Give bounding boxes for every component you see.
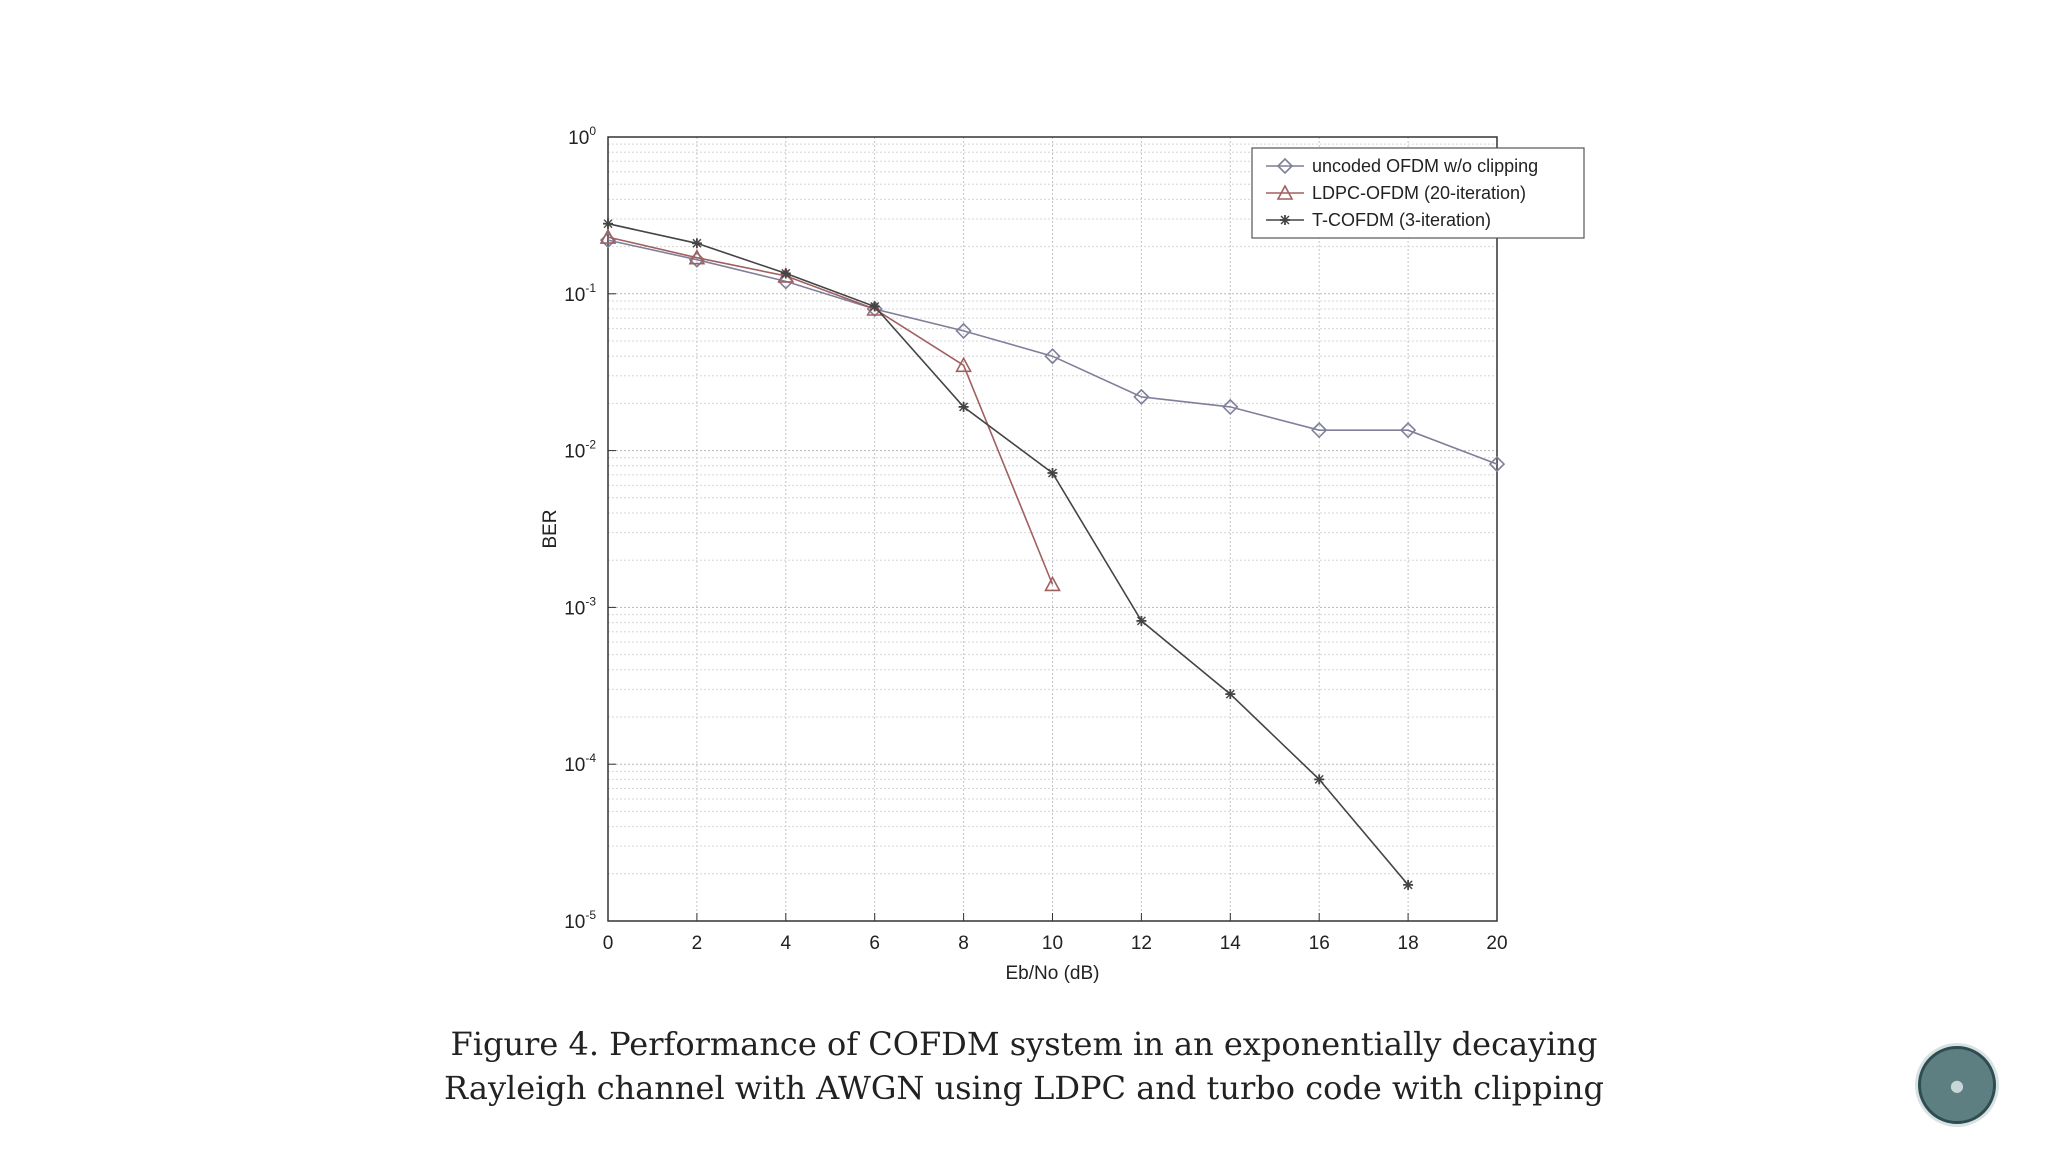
y-tick-label: 10-5 — [564, 908, 596, 933]
data-point-triangle — [866, 300, 884, 316]
data-point-triangle — [955, 356, 972, 373]
legend-item: T-COFDM (3-iteration) — [1266, 210, 1491, 230]
x-tick-label: 8 — [958, 933, 969, 954]
legend-item: uncoded OFDM w/o clipping — [1266, 156, 1538, 176]
data-point-diamond — [1222, 398, 1239, 416]
x-tick-label: 12 — [1131, 933, 1152, 954]
y-tick-label: 10-4 — [564, 751, 596, 776]
data-point-star — [1047, 467, 1058, 478]
series-diamond — [599, 231, 1506, 473]
x-tick-label: 0 — [603, 933, 614, 954]
x-tick-label: 16 — [1309, 933, 1330, 954]
data-point-star — [1403, 879, 1414, 890]
data-point-triangle — [1276, 184, 1294, 200]
slide-nav-badge[interactable]: ● — [1918, 1046, 1996, 1124]
series-star — [603, 218, 1414, 890]
data-point-diamond — [1311, 422, 1328, 439]
caption-line-1: Figure 4. Performance of COFDM system in… — [450, 1025, 1598, 1063]
y-tick-label: 10-3 — [564, 594, 596, 619]
caption-line-2: Rayleigh channel with AWGN using LDPC an… — [444, 1069, 1604, 1107]
y-tick-label: 100 — [568, 124, 596, 149]
data-point-star — [869, 301, 880, 312]
legend-item: LDPC-OFDM (20-iteration) — [1266, 183, 1526, 203]
data-point-star — [780, 268, 791, 279]
data-point-star — [691, 238, 702, 249]
data-point-star — [1225, 689, 1236, 700]
legend-box — [1251, 147, 1585, 239]
x-tick-label: 14 — [1220, 933, 1242, 954]
y-axis-label: BER — [540, 509, 561, 548]
x-axis-label: Eb/No (dB) — [1006, 963, 1100, 984]
data-point-diamond — [1133, 388, 1150, 406]
ber-chart: 0 2 4 6 8 10 12 14 16 18 20 100 10-1 10-2 10-3 10-4 10-5… — [540, 124, 1585, 984]
data-point-star — [603, 218, 613, 229]
data-point-diamond — [1488, 455, 1506, 473]
data-point-triangle — [1044, 575, 1061, 592]
x-tick-label: 4 — [781, 933, 792, 954]
legend-label: T-COFDM (3-iteration) — [1312, 210, 1491, 230]
series-triangle — [599, 228, 1061, 592]
data-point-triangle — [688, 248, 706, 265]
y-tick-label: 10-2 — [564, 438, 596, 463]
x-tick-label: 2 — [692, 933, 703, 954]
data-point-diamond — [1276, 157, 1294, 175]
series-line — [607, 236, 1054, 585]
data-point-star — [1314, 774, 1325, 785]
data-point-diamond — [1044, 348, 1061, 365]
series-line — [607, 239, 1498, 465]
x-tick-label: 6 — [869, 933, 880, 954]
x-tick-label: 20 — [1486, 933, 1507, 954]
series-group — [599, 218, 1506, 890]
legend-label: uncoded OFDM w/o clipping — [1312, 156, 1538, 176]
data-point-diamond — [955, 322, 972, 340]
slide-badge-icon: ● — [1950, 1075, 1964, 1095]
data-point-star — [1136, 615, 1147, 626]
data-point-star — [958, 401, 969, 412]
data-point-star — [1280, 215, 1290, 225]
legend: uncoded OFDM w/o clipping LDPC-OFDM (20-i… — [1251, 147, 1585, 239]
x-tick-label: 10 — [1042, 933, 1063, 954]
tick-labels: 0 2 4 6 8 10 12 14 16 18 20 100 10-1 10-2 10-3 10-4 10-5 — [564, 124, 1507, 954]
legend-label: LDPC-OFDM (20-iteration) — [1312, 183, 1526, 203]
grid — [607, 137, 1498, 922]
figure-caption: Figure 4. Performance of COFDM system in… — [0, 1022, 2048, 1110]
y-tick-label: 10-1 — [564, 281, 596, 306]
data-point-diamond — [1399, 422, 1417, 439]
x-tick-label: 18 — [1398, 933, 1419, 954]
series-line — [607, 222, 1409, 886]
data-point-triangle — [599, 228, 617, 244]
